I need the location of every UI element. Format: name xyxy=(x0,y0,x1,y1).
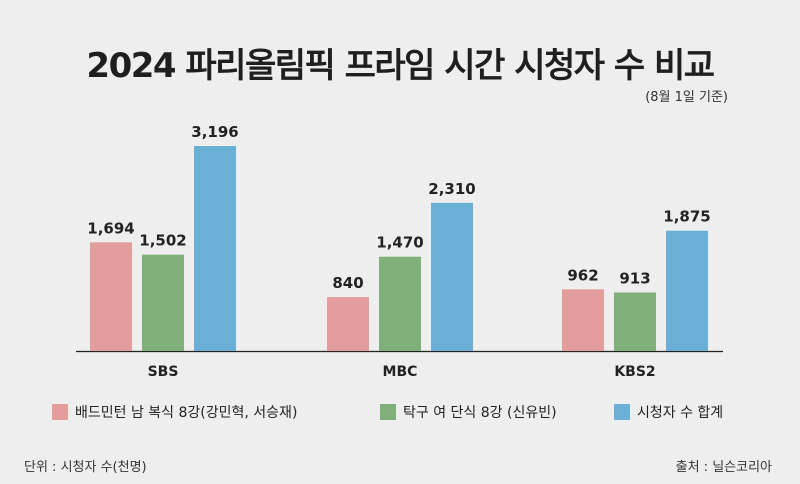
value-label-kbs2-badminton: 962 xyxy=(567,266,598,284)
value-label-kbs2-total: 1,875 xyxy=(663,208,710,226)
bar-kbs2-table-tennis xyxy=(614,292,656,351)
bar-kbs2-badminton xyxy=(562,289,604,351)
value-label-mbc-total: 2,310 xyxy=(428,180,475,198)
bar-mbc-badminton xyxy=(327,297,369,351)
value-label-mbc-badminton: 840 xyxy=(332,274,363,292)
unit-note: 단위 : 시청자 수(천명) xyxy=(24,460,147,475)
category-label-sbs: SBS xyxy=(148,364,179,380)
legend-label-badminton: 배드민턴 남 복식 8강(강민혁, 서승재) xyxy=(75,405,298,421)
legend-item-badminton: 배드민턴 남 복식 8강(강민혁, 서승재) xyxy=(52,402,297,422)
legend: 배드민턴 남 복식 8강(강민혁, 서승재) 탁구 여 단식 8강 (신유빈) … xyxy=(0,402,800,422)
bar-chart: 1,694 1,502 3,196 SBS 840 1,470 2,310 MBC 962 913… xyxy=(76,123,723,380)
category-label-mbc: MBC xyxy=(383,364,418,380)
bar-mbc-table-tennis xyxy=(379,256,421,351)
bar-kbs2-total xyxy=(666,230,708,351)
source-note: 출처 : 닐슨코리아 xyxy=(675,460,772,475)
legend-swatch-table-tennis xyxy=(380,404,396,420)
bar-sbs-total xyxy=(194,146,236,351)
legend-label-total: 시청자 수 합계 xyxy=(637,405,724,421)
bar-sbs-table-tennis xyxy=(142,254,184,351)
legend-item-table-tennis: 탁구 여 단식 8강 (신유빈) xyxy=(380,402,557,422)
legend-item-total: 시청자 수 합계 xyxy=(614,402,723,422)
value-label-kbs2-table-tennis: 913 xyxy=(619,269,650,287)
bar-sbs-badminton xyxy=(90,242,132,351)
value-label-sbs-table-tennis: 1,502 xyxy=(139,232,186,250)
value-label-mbc-table-tennis: 1,470 xyxy=(376,234,423,252)
legend-label-table-tennis: 탁구 여 단식 8강 (신유빈) xyxy=(403,405,557,421)
chart-subtitle: (8월 1일 기준) xyxy=(645,90,728,105)
legend-swatch-total xyxy=(614,404,630,420)
legend-swatch-badminton xyxy=(52,404,68,420)
bar-mbc-total xyxy=(431,202,473,351)
value-label-sbs-badminton: 1,694 xyxy=(87,219,134,237)
category-label-kbs2: KBS2 xyxy=(614,364,655,380)
value-label-sbs-total: 3,196 xyxy=(191,123,238,141)
chart-title: 2024 파리올림픽 프라임 시간 시청자 수 비교 xyxy=(86,46,715,86)
